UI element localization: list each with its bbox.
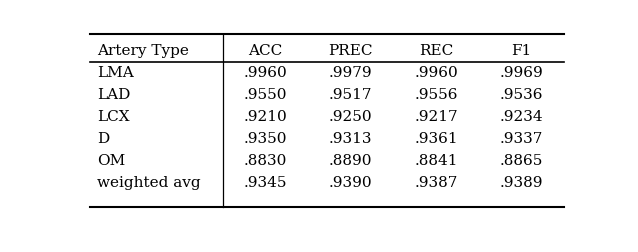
Text: .8890: .8890 [329, 154, 373, 168]
Text: .9350: .9350 [244, 132, 287, 146]
Text: .8841: .8841 [415, 154, 458, 168]
Text: .9313: .9313 [329, 132, 373, 146]
Text: .9979: .9979 [329, 66, 373, 80]
Text: Artery Type: Artery Type [97, 44, 189, 58]
Text: .9556: .9556 [415, 88, 458, 102]
Text: D: D [97, 132, 109, 146]
Text: OM: OM [97, 154, 125, 168]
Text: .9337: .9337 [500, 132, 544, 146]
Text: PREC: PREC [329, 44, 373, 58]
Text: .9960: .9960 [414, 66, 458, 80]
Text: LCX: LCX [97, 110, 130, 124]
Text: REC: REC [419, 44, 453, 58]
Text: .9389: .9389 [500, 176, 544, 190]
Text: .8830: .8830 [244, 154, 287, 168]
Text: .9217: .9217 [414, 110, 458, 124]
Text: LMA: LMA [97, 66, 134, 80]
Text: .9550: .9550 [244, 88, 287, 102]
Text: LAD: LAD [97, 88, 130, 102]
Text: .8865: .8865 [500, 154, 544, 168]
Text: .9210: .9210 [243, 110, 287, 124]
Text: .9536: .9536 [500, 88, 544, 102]
Text: .9517: .9517 [329, 88, 373, 102]
Text: ACC: ACC [248, 44, 283, 58]
Text: .9960: .9960 [243, 66, 287, 80]
Text: .9361: .9361 [414, 132, 458, 146]
Text: .9250: .9250 [329, 110, 373, 124]
Text: .9390: .9390 [329, 176, 373, 190]
Text: .9345: .9345 [244, 176, 287, 190]
Text: weighted avg: weighted avg [97, 176, 201, 190]
Text: .9234: .9234 [500, 110, 544, 124]
Text: F1: F1 [512, 44, 531, 58]
Text: .9969: .9969 [500, 66, 544, 80]
Text: .9387: .9387 [415, 176, 458, 190]
